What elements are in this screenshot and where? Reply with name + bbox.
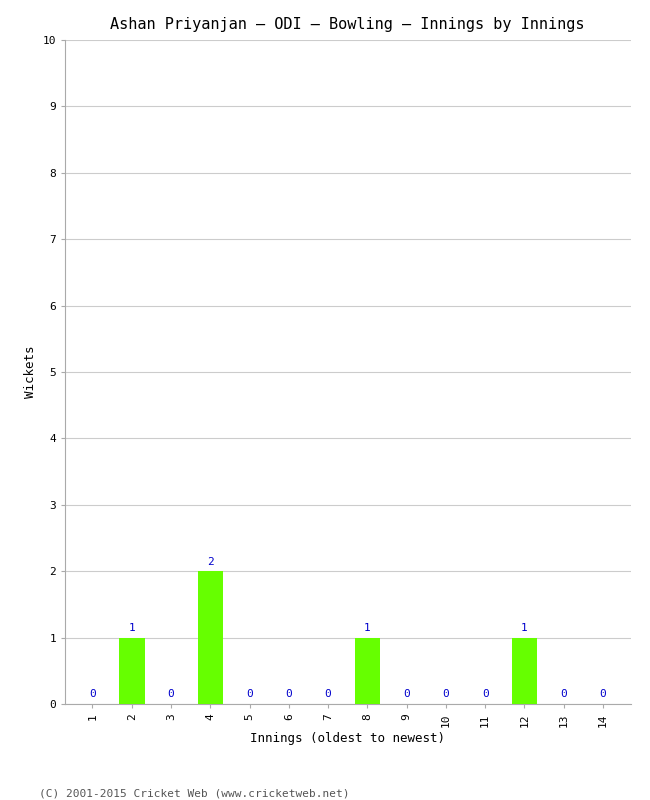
Text: 0: 0 [403, 690, 410, 699]
Text: 0: 0 [560, 690, 567, 699]
Text: 0: 0 [482, 690, 489, 699]
Title: Ashan Priyanjan – ODI – Bowling – Innings by Innings: Ashan Priyanjan – ODI – Bowling – Inning… [111, 17, 585, 32]
X-axis label: Innings (oldest to newest): Innings (oldest to newest) [250, 732, 445, 745]
Text: 0: 0 [89, 690, 96, 699]
Text: 0: 0 [600, 690, 606, 699]
Text: 0: 0 [168, 690, 174, 699]
Bar [355, 638, 380, 704]
Text: 1: 1 [521, 623, 528, 633]
Text: (C) 2001-2015 Cricket Web (www.cricketweb.net): (C) 2001-2015 Cricket Web (www.cricketwe… [39, 788, 350, 798]
Text: 1: 1 [129, 623, 135, 633]
Text: 2: 2 [207, 557, 214, 566]
Text: 0: 0 [285, 690, 293, 699]
Text: 0: 0 [325, 690, 332, 699]
Text: 0: 0 [443, 690, 449, 699]
Y-axis label: Wickets: Wickets [24, 346, 37, 398]
Text: 0: 0 [246, 690, 253, 699]
Bar [119, 638, 144, 704]
Text: 1: 1 [364, 623, 370, 633]
Bar [198, 571, 223, 704]
Bar [512, 638, 538, 704]
